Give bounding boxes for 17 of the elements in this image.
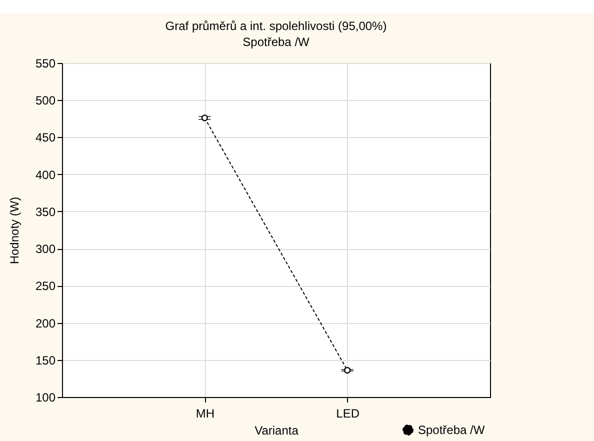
y-tick-label: 400	[35, 168, 56, 182]
y-tick-label: 250	[35, 279, 56, 294]
y-tick-label: 450	[35, 130, 56, 145]
x-axis-title: Varianta	[254, 424, 299, 438]
x-tick-label: LED	[336, 406, 360, 420]
y-tick-label: 350	[35, 204, 56, 219]
y-tick-label: 500	[35, 94, 56, 108]
y-tick-label: 200	[35, 316, 56, 330]
y-tick-label: 550	[35, 56, 56, 70]
chart-title: Graf průměrů a int. spolehlivosti (95,00%)	[165, 19, 387, 33]
y-tick-label: 300	[35, 242, 56, 256]
x-tick-label: MH	[196, 406, 215, 420]
y-axis-title: Hodnoty (W)	[7, 196, 22, 264]
y-tick-label: 150	[35, 353, 56, 368]
chart-subtitle: Spotřeba /W	[242, 35, 310, 49]
y-tick-label: 100	[35, 390, 56, 404]
legend-label: Spotřeba /W	[418, 423, 486, 437]
